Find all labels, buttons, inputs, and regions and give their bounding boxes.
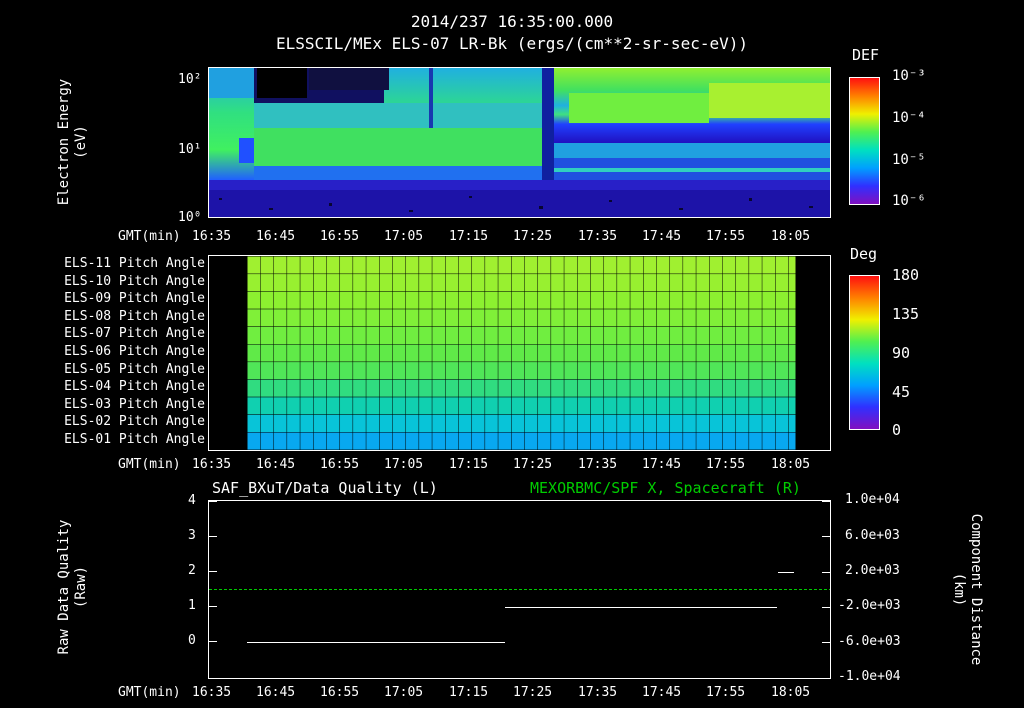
- plot-timestamp: 2014/237 16:35:00.000: [410, 12, 614, 31]
- xtick: 17:15: [449, 229, 489, 244]
- row-label: ELS-07 Pitch Angle: [64, 326, 205, 342]
- xtick: 17:25: [513, 229, 553, 244]
- xtick: 17:55: [706, 685, 746, 700]
- panel3-ytick-right: 6.0e+03: [845, 528, 900, 543]
- xtick: 17:55: [706, 457, 746, 472]
- panel3-title-left: SAF_BXuT/Data Quality (L): [212, 479, 438, 497]
- panel3-ylabel-right: Component Distance (km): [950, 502, 984, 677]
- panel3-ylabel-right-line2: (km): [951, 572, 967, 607]
- panel3-ytick-right: 2.0e+03: [845, 563, 900, 578]
- row-label: ELS-10 Pitch Angle: [64, 273, 205, 289]
- row-label: ELS-03 Pitch Angle: [64, 396, 205, 412]
- xtick: 17:25: [513, 685, 553, 700]
- pitch-angle-grid: [247, 256, 797, 450]
- xtick: 16:55: [320, 457, 360, 472]
- panel1-colorbar: [849, 77, 880, 205]
- xtick: 16:45: [256, 229, 296, 244]
- xtick: 17:25: [513, 457, 553, 472]
- xtick: 16:35: [192, 685, 232, 700]
- panel1-colorbar-title: DEF: [852, 46, 880, 64]
- xtick: 16:35: [192, 229, 232, 244]
- panel3-ylabel-left-line1: Raw Data Quality: [56, 519, 72, 655]
- xtick: 18:05: [771, 685, 811, 700]
- energy-spectrogram-image: [209, 68, 830, 217]
- xtick: 17:35: [578, 685, 618, 700]
- panel1-ylabel-line2: (eV): [73, 125, 89, 159]
- row-label: ELS-01 Pitch Angle: [64, 432, 205, 447]
- energy-spectrogram: [208, 67, 831, 218]
- panel3-ytick-right: 1.0e+04: [845, 492, 900, 507]
- xtick: 17:35: [578, 229, 618, 244]
- row-label: ELS-11 Pitch Angle: [64, 256, 205, 271]
- row-label: ELS-05 Pitch Angle: [64, 361, 205, 377]
- panel2-xaxis-label: GMT(min): [118, 457, 181, 472]
- row-label: ELS-08 Pitch Angle: [64, 308, 205, 324]
- panel1-xticks: 16:35 16:45 16:55 17:05 17:15 17:25 17:3…: [0, 229, 1024, 245]
- xtick: 16:55: [320, 685, 360, 700]
- data-quality-plot: [208, 500, 831, 679]
- panel3-xaxis-label: GMT(min): [118, 685, 181, 700]
- panel1-ylabel: Electron Energy (eV): [56, 72, 90, 212]
- xtick: 16:45: [256, 457, 296, 472]
- panel3-ytick-right: -2.0e+03: [838, 598, 901, 613]
- xtick: 17:05: [384, 229, 424, 244]
- panel3-ytick-left: 1: [188, 598, 196, 613]
- xtick: 17:55: [706, 229, 746, 244]
- panel3-ylabel-left: Raw Data Quality (Raw): [56, 502, 90, 672]
- row-label: ELS-09 Pitch Angle: [64, 291, 205, 307]
- panel2-xticks: 16:35 16:45 16:55 17:05 17:15 17:25 17:3…: [0, 457, 1024, 473]
- panel1-cbar-tick-1e-6: 10⁻⁶: [892, 193, 926, 209]
- row-label: ELS-06 Pitch Angle: [64, 344, 205, 359]
- xtick: 16:55: [320, 229, 360, 244]
- panel1-ylabel-line1: Electron Energy: [56, 78, 72, 206]
- xtick: 17:35: [578, 457, 618, 472]
- panel2-cbar-tick-90: 90: [892, 344, 911, 362]
- plot-subtitle: ELSSCIL/MEx ELS-07 LR-Bk (ergs/(cm**2-sr…: [275, 34, 748, 53]
- panel1-ytick-10: 10¹: [178, 142, 202, 157]
- panel2-cbar-tick-0: 0: [892, 421, 902, 439]
- xtick: 17:05: [384, 457, 424, 472]
- xtick: 18:05: [771, 229, 811, 244]
- panel1-cbar-tick-1e-3: 10⁻³: [892, 68, 926, 84]
- panel1-xaxis-label: GMT(min): [118, 229, 181, 244]
- row-label: ELS-02 Pitch Angle: [64, 414, 205, 430]
- panel3-ytick-left: 4: [188, 493, 196, 508]
- panel3-ytick-right: -1.0e+04: [838, 669, 901, 684]
- panel3-ytick-left: 2: [188, 563, 196, 578]
- panel3-ylabel-left-line2: (Raw): [73, 565, 89, 609]
- xtick: 18:05: [771, 457, 811, 472]
- xtick: 17:45: [642, 457, 682, 472]
- panel3-ytick-right: -6.0e+03: [838, 634, 901, 649]
- xtick: 17:45: [642, 229, 682, 244]
- panel2-colorbar-title: Deg: [850, 245, 878, 263]
- xtick: 17:15: [449, 685, 489, 700]
- panel2-colorbar: [849, 275, 880, 430]
- panel3-ytick-left: 0: [188, 633, 196, 648]
- panel1-cbar-tick-1e-5: 10⁻⁵: [892, 152, 926, 168]
- xtick: 17:05: [384, 685, 424, 700]
- panel3-ytick-left: 3: [188, 528, 196, 543]
- panel1-cbar-tick-1e-4: 10⁻⁴: [892, 110, 926, 126]
- pitch-angle-panel: [208, 255, 831, 451]
- panel3-ylabel-right-line1: Component Distance: [968, 513, 984, 666]
- panel2-cbar-tick-45: 45: [892, 383, 911, 401]
- xtick: 17:15: [449, 457, 489, 472]
- panel3-xticks: 16:35 16:45 16:55 17:05 17:15 17:25 17:3…: [0, 685, 1024, 701]
- panel1-ytick-1: 10⁰: [178, 210, 202, 225]
- data-quality-lines: [209, 501, 830, 643]
- xtick: 17:45: [642, 685, 682, 700]
- panel2-cbar-tick-135: 135: [892, 305, 920, 323]
- xtick: 16:45: [256, 685, 296, 700]
- xtick: 16:35: [192, 457, 232, 472]
- panel3-title-right: MEXORBMC/SPF X, Spacecraft (R): [530, 479, 801, 497]
- row-label: ELS-04 Pitch Angle: [64, 379, 205, 395]
- panel2-cbar-tick-180: 180: [892, 266, 920, 284]
- panel1-ytick-100: 10²: [178, 72, 202, 87]
